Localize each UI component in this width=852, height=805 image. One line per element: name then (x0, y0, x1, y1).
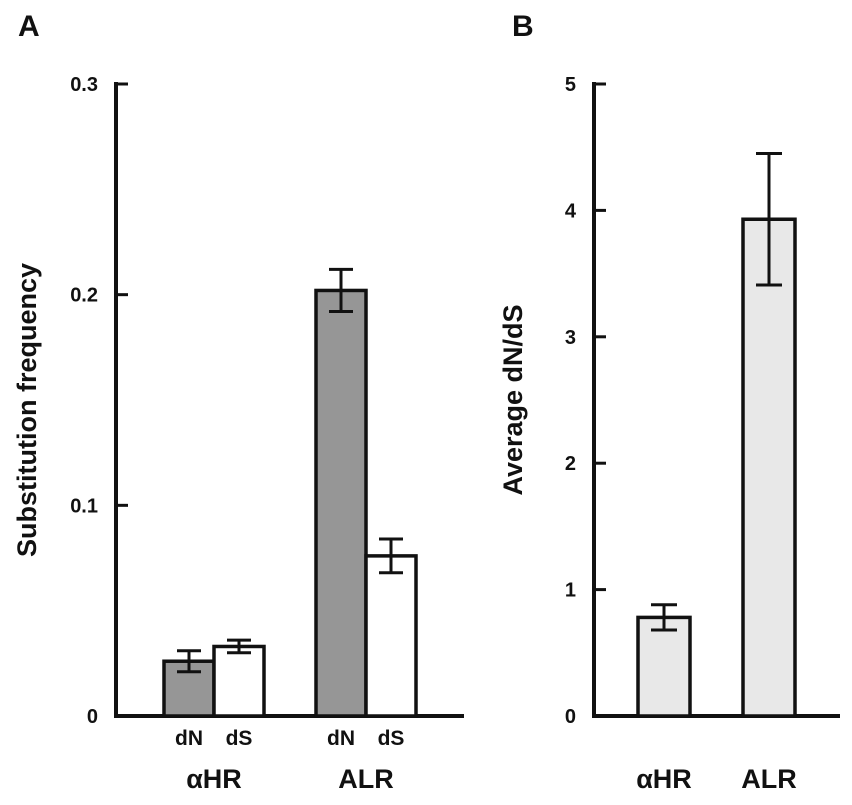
panel-a-letter: A (18, 10, 40, 43)
panel-a-sub-label: dN (327, 727, 355, 750)
panel-a-sub-label: dS (226, 727, 253, 750)
panel-a-y-tick-label: 0.1 (70, 495, 98, 517)
panel-a-bar (212, 644, 266, 718)
panel-a-y-tick-label: 0 (87, 706, 98, 728)
panel-b-y-tick-label: 2 (565, 453, 576, 475)
panel-b-y-tick-label: 0 (565, 706, 576, 728)
panel-a-ylabel: Substitution frequency (12, 263, 42, 557)
panel-b-y-tick-label: 4 (565, 200, 577, 222)
panel-b-category-label: αHR (636, 764, 692, 794)
panel-b-category-label: ALR (741, 764, 797, 794)
panel-b-y-tick-label: 1 (565, 580, 576, 602)
panel-b-letter: B (512, 10, 534, 43)
panel-b: 0 1 2 3 4 5 αHR ALR (565, 74, 840, 794)
panel-a-y-tick-label: 0.2 (70, 285, 98, 307)
panel-b-bar (636, 615, 692, 718)
panel-b-y-tick-label: 5 (565, 74, 576, 96)
panel-b-ylabel: Average dN/dS (498, 304, 528, 495)
panel-a-group-label: ALR (338, 764, 394, 794)
panel-a-y-tick-label: 0.3 (70, 74, 98, 96)
panel-a-group-label: αHR (186, 764, 242, 794)
panel-a: 0 0.1 0.2 0.3 dN dS αHR dN dS ALR (70, 74, 464, 794)
panel-b-y-tick-label: 3 (565, 327, 576, 349)
panel-b-bar (741, 217, 797, 718)
panel-a-bar (314, 288, 368, 718)
panel-a-sub-label: dS (378, 727, 405, 750)
panel-a-sub-label: dN (175, 727, 203, 750)
panel-a-bar (364, 554, 418, 718)
